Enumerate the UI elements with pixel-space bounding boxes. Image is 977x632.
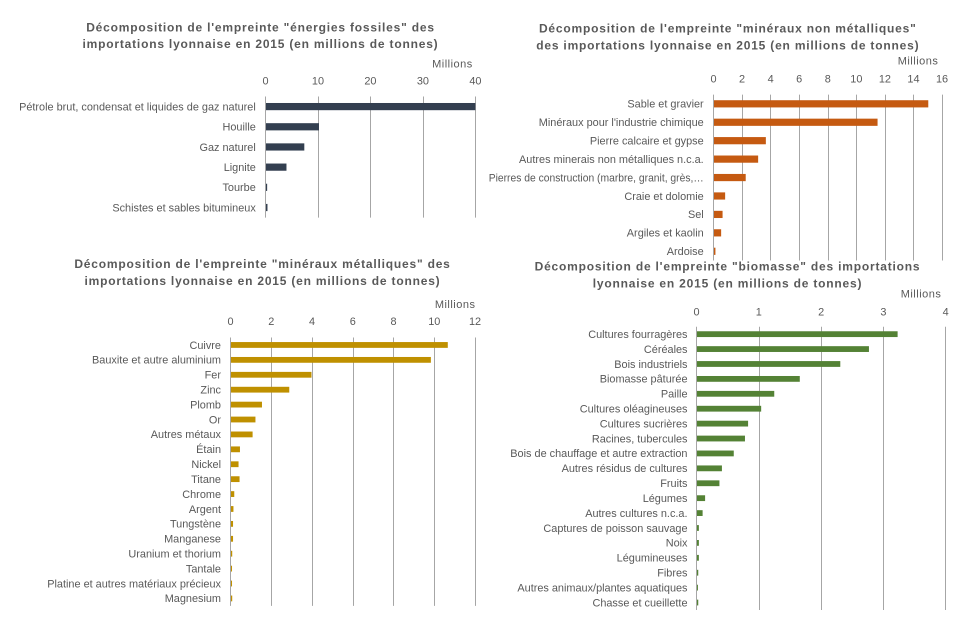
- svg-text:4: 4: [943, 307, 949, 319]
- svg-text:Millions: Millions: [435, 299, 476, 311]
- svg-text:Manganese: Manganese: [164, 534, 221, 546]
- svg-text:8: 8: [825, 73, 831, 85]
- svg-text:Chasse et cueillette: Chasse et cueillette: [592, 597, 687, 609]
- svg-text:0: 0: [227, 316, 233, 328]
- svg-text:Céréales: Céréales: [644, 344, 688, 356]
- svg-text:Zinc: Zinc: [200, 384, 221, 396]
- svg-text:4: 4: [768, 73, 774, 85]
- svg-text:Argent: Argent: [189, 504, 221, 516]
- svg-text:14: 14: [907, 73, 919, 85]
- svg-text:Autres cultures n.c.a.: Autres cultures n.c.a.: [585, 508, 687, 520]
- svg-text:Décomposition de l'empreinte ": Décomposition de l'empreinte "minéraux n…: [539, 22, 917, 36]
- svg-text:1: 1: [756, 307, 762, 319]
- svg-text:importations lyonnaise en 2015: importations lyonnaise en 2015 (en milli…: [85, 274, 441, 288]
- svg-text:10: 10: [428, 316, 440, 328]
- svg-text:Bauxite et autre aluminium: Bauxite et autre aluminium: [92, 355, 221, 367]
- svg-text:0: 0: [262, 76, 268, 88]
- svg-text:6: 6: [796, 73, 802, 85]
- svg-text:des importations lyonnaise en: des importations lyonnaise en 2015 (en m…: [536, 39, 919, 53]
- svg-text:Légumineuses: Légumineuses: [617, 553, 688, 565]
- svg-text:Nickel: Nickel: [191, 459, 221, 471]
- svg-text:Bois industriels: Bois industriels: [614, 359, 688, 371]
- svg-text:Racines, tubercules: Racines, tubercules: [592, 433, 688, 445]
- svg-text:12: 12: [469, 316, 481, 328]
- svg-text:Sable et gravier: Sable et gravier: [627, 99, 704, 111]
- svg-text:2: 2: [268, 316, 274, 328]
- svg-text:Pierres de construction (marbr: Pierres de construction (marbre, granit,…: [489, 172, 704, 184]
- svg-text:Tantale: Tantale: [186, 563, 221, 575]
- svg-text:Titane: Titane: [191, 474, 221, 486]
- svg-text:lyonnaise en 2015 (en millions: lyonnaise en 2015 (en millions de tonnes…: [593, 277, 863, 291]
- svg-text:0: 0: [710, 73, 716, 85]
- svg-text:Schistes et sables bitumineux: Schistes et sables bitumineux: [112, 202, 256, 214]
- svg-text:Minéraux pour l'industrie chim: Minéraux pour l'industrie chimique: [539, 117, 704, 129]
- svg-text:Or: Or: [209, 414, 221, 426]
- svg-text:Cultures sucrières: Cultures sucrières: [600, 418, 688, 430]
- svg-text:Ardoise: Ardoise: [667, 246, 704, 258]
- svg-text:Paille: Paille: [661, 389, 688, 401]
- svg-text:Chrome: Chrome: [182, 489, 221, 501]
- svg-text:Fruits: Fruits: [660, 478, 688, 490]
- svg-text:Millions: Millions: [432, 58, 473, 70]
- svg-text:12: 12: [879, 73, 891, 85]
- svg-text:importations lyonnaise en 2015: importations lyonnaise en 2015 (en milli…: [83, 37, 439, 51]
- svg-text:Fibres: Fibres: [657, 568, 688, 580]
- svg-text:16: 16: [936, 73, 948, 85]
- svg-text:4: 4: [309, 316, 315, 328]
- svg-text:Pierre calcaire et gypse: Pierre calcaire et gypse: [590, 135, 704, 147]
- svg-text:Étain: Étain: [196, 443, 221, 456]
- svg-text:Cultures oléagineuses: Cultures oléagineuses: [580, 404, 688, 416]
- svg-text:Autres animaux/plantes aquatiq: Autres animaux/plantes aquatiques: [517, 582, 688, 594]
- svg-text:2: 2: [818, 307, 824, 319]
- svg-text:30: 30: [417, 76, 429, 88]
- svg-text:Magnesium: Magnesium: [165, 593, 221, 605]
- svg-text:Fer: Fer: [205, 370, 222, 382]
- svg-text:Craie et dolomie: Craie et dolomie: [624, 191, 703, 203]
- svg-text:Décomposition de l'empreinte ": Décomposition de l'empreinte "biomasse" …: [535, 260, 921, 274]
- svg-text:0: 0: [693, 307, 699, 319]
- svg-text:Bois de chauffage et autre ext: Bois de chauffage et autre extraction: [510, 448, 687, 460]
- svg-text:Platine et autres matériaux pr: Platine et autres matériaux précieux: [47, 578, 221, 590]
- svg-text:Biomasse pâturée: Biomasse pâturée: [600, 374, 688, 386]
- svg-text:Uranium et thorium: Uranium et thorium: [128, 549, 221, 561]
- svg-text:Argiles et kaolin: Argiles et kaolin: [627, 228, 704, 240]
- svg-text:Millions: Millions: [898, 55, 939, 67]
- svg-text:Gaz naturel: Gaz naturel: [199, 142, 255, 154]
- svg-text:Cuivre: Cuivre: [190, 340, 221, 352]
- svg-text:Tungstène: Tungstène: [170, 519, 221, 531]
- svg-text:Pétrole brut, condensat et liq: Pétrole brut, condensat et liquides de g…: [19, 101, 256, 113]
- svg-text:3: 3: [880, 307, 886, 319]
- svg-text:Noix: Noix: [666, 538, 688, 550]
- svg-text:Houille: Houille: [223, 122, 256, 134]
- svg-text:Autres résidus de cultures: Autres résidus de cultures: [562, 463, 688, 475]
- svg-text:8: 8: [390, 316, 396, 328]
- svg-text:Sel: Sel: [688, 209, 704, 221]
- svg-text:2: 2: [739, 73, 745, 85]
- svg-text:Lignite: Lignite: [224, 162, 256, 174]
- svg-text:10: 10: [850, 73, 862, 85]
- svg-text:20: 20: [364, 76, 376, 88]
- svg-text:Décomposition de l'empreinte ": Décomposition de l'empreinte "minéraux m…: [74, 257, 450, 271]
- svg-text:Captures de poisson sauvage: Captures de poisson sauvage: [543, 523, 687, 535]
- svg-text:Plomb: Plomb: [190, 399, 221, 411]
- svg-text:10: 10: [312, 76, 324, 88]
- svg-text:Légumes: Légumes: [643, 493, 688, 505]
- svg-text:Autres minerais non métallique: Autres minerais non métalliques n.c.a.: [519, 154, 704, 166]
- svg-text:40: 40: [469, 76, 481, 88]
- svg-text:Cultures fourragères: Cultures fourragères: [588, 329, 688, 341]
- svg-text:6: 6: [350, 316, 356, 328]
- svg-text:Autres métaux: Autres métaux: [151, 429, 222, 441]
- svg-text:Décomposition de l'empreinte ": Décomposition de l'empreinte "énergies f…: [86, 21, 435, 35]
- svg-text:Millions: Millions: [901, 289, 942, 301]
- svg-text:Tourbe: Tourbe: [222, 182, 255, 194]
